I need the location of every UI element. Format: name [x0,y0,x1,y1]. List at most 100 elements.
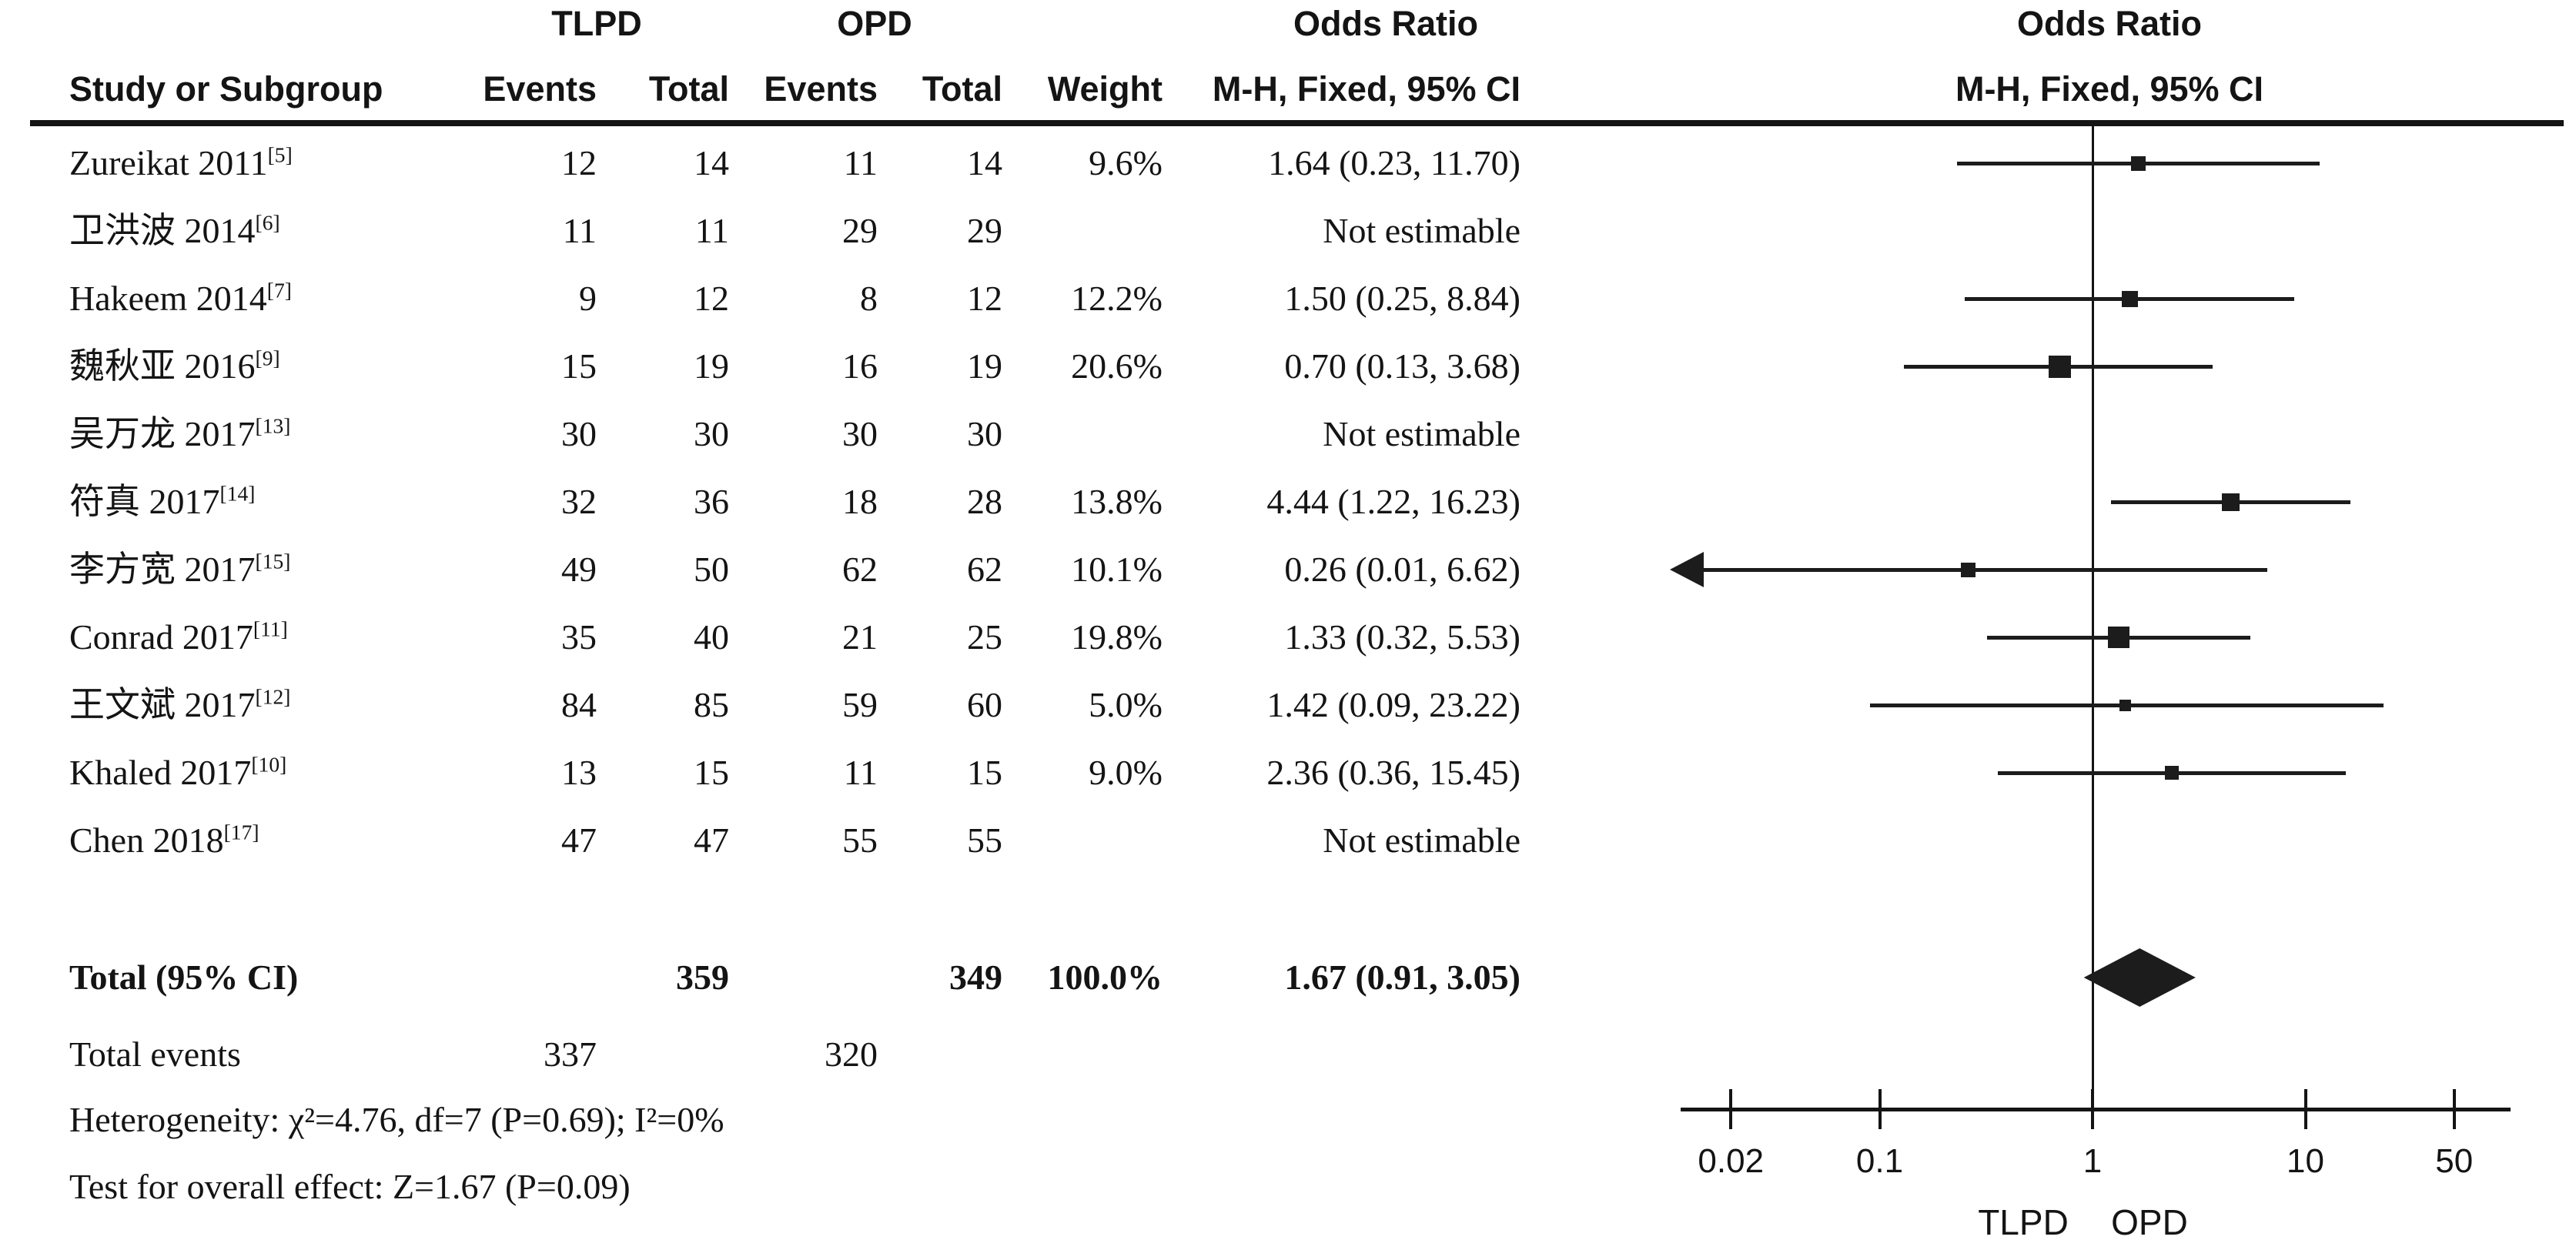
study-label: 李方宽 2017[15] [69,549,291,589]
tlpd-total-cell: 36 [694,482,729,521]
weight-cell: 9.6% [1089,143,1163,182]
column-header-opd-total: Total [922,69,1002,109]
opd-events-cell: 55 [842,821,878,860]
opd-total-cell: 15 [967,753,1002,792]
study-label: 吴万龙 2017[13] [69,413,291,453]
header-divider-line [30,120,2564,126]
total-odds-ratio: 1.67 (0.91, 3.05) [1284,958,1521,997]
opd-total-cell: 28 [967,482,1002,521]
tlpd-total-cell: 85 [694,685,729,724]
opd-events-cell: 11 [843,753,878,792]
odds-ratio-cell: Not estimable [1323,414,1521,453]
axis-group-label-opd: OPD [2111,1202,2188,1242]
total-row-label: Total (95% CI) [69,958,299,997]
x-axis-tick-label: 10 [2287,1142,2324,1180]
total-events-label: Total events [69,1034,241,1074]
tlpd-total-cell: 47 [694,821,729,860]
study-label: Chen 2018[17] [69,820,259,860]
x-axis-tick [2303,1089,2307,1129]
x-axis-tick [1729,1089,1733,1129]
total-events-tlpd: 337 [544,1034,597,1074]
tlpd-total-cell: 15 [694,753,729,792]
odds-ratio-cell: 1.64 (0.23, 11.70) [1268,143,1521,182]
opd-total-cell: 55 [967,821,1002,860]
column-group-odds-ratio-text: Odds Ratio [1293,4,1479,43]
opd-events-cell: 62 [842,550,878,589]
odds-ratio-marker [2221,493,2240,511]
tlpd-events-cell: 47 [561,821,597,860]
study-reference: [5] [267,142,293,167]
total-opd-total: 349 [949,958,1002,997]
confidence-interval-line [1698,567,2267,572]
study-label: 魏秋亚 2016[9] [69,346,280,386]
x-axis-tick [2452,1089,2456,1129]
summary-diamond [2083,948,2196,1007]
total-events-opd: 320 [825,1034,878,1074]
tlpd-total-cell: 40 [694,617,729,657]
x-axis-tick [2091,1089,2094,1129]
odds-ratio-marker [2165,766,2180,780]
opd-total-cell: 60 [967,685,1002,724]
odds-ratio-marker [2122,290,2139,307]
tlpd-events-cell: 30 [561,414,597,453]
weight-cell: 5.0% [1089,685,1163,724]
opd-events-cell: 59 [842,685,878,724]
tlpd-events-cell: 9 [579,279,597,318]
odds-ratio-cell: 1.42 (0.09, 23.22) [1266,685,1521,724]
tlpd-events-cell: 84 [561,685,597,724]
study-reference: [13] [255,413,291,438]
total-tlpd-total: 359 [676,958,729,997]
opd-events-cell: 11 [843,143,878,182]
column-header-study: Study or Subgroup [69,69,383,109]
column-group-opd: OPD [837,4,912,43]
x-axis-tick-label: 0.1 [1855,1142,1904,1180]
odds-ratio-cell: Not estimable [1323,211,1521,250]
odds-ratio-marker [2130,155,2146,171]
opd-events-cell: 29 [842,211,878,250]
column-header-mh-ci-text: M-H, Fixed, 95% CI [1212,69,1521,109]
weight-cell: 9.0% [1089,753,1163,792]
opd-total-cell: 62 [967,550,1002,589]
tlpd-events-cell: 35 [561,617,597,657]
weight-cell: 13.8% [1071,482,1163,521]
study-reference: [9] [255,346,280,370]
plot-x-axis-line [1681,1108,2511,1111]
tlpd-total-cell: 30 [694,414,729,453]
opd-total-cell: 14 [967,143,1002,182]
opd-total-cell: 12 [967,279,1002,318]
tlpd-events-cell: 15 [561,346,597,386]
column-header-tlpd-total: Total [648,69,729,109]
opd-events-cell: 8 [860,279,878,318]
column-header-mh-ci-plot: M-H, Fixed, 95% CI [1955,69,2264,109]
tlpd-total-cell: 14 [694,143,729,182]
tlpd-total-cell: 11 [694,211,729,250]
study-reference: [17] [223,820,259,844]
tlpd-events-cell: 32 [561,482,597,521]
tlpd-events-cell: 12 [561,143,597,182]
odds-ratio-marker [2108,627,2130,648]
opd-total-cell: 19 [967,346,1002,386]
odds-ratio-marker [2119,699,2131,711]
odds-ratio-cell: 1.33 (0.32, 5.53) [1284,617,1521,657]
odds-ratio-cell: 0.26 (0.01, 6.62) [1284,550,1521,589]
weight-cell: 20.6% [1071,346,1163,386]
odds-ratio-cell: 4.44 (1.22, 16.23) [1266,482,1521,521]
weight-cell: 19.8% [1071,617,1163,657]
tlpd-total-cell: 12 [694,279,729,318]
column-header-weight: Weight [1047,69,1163,109]
study-reference: [11] [253,617,288,641]
study-label: Zureikat 2011[5] [69,142,293,182]
opd-total-cell: 25 [967,617,1002,657]
weight-cell: 12.2% [1071,279,1163,318]
study-label: Hakeem 2014[7] [69,278,292,318]
tlpd-total-cell: 19 [694,346,729,386]
odds-ratio-marker [2048,355,2071,378]
odds-ratio-cell: 1.50 (0.25, 8.84) [1284,279,1521,318]
plot-null-line [2092,126,2094,1109]
column-header-tlpd-events: Events [483,69,597,109]
tlpd-total-cell: 50 [694,550,729,589]
study-label: 卫洪波 2014[6] [69,210,280,250]
opd-events-cell: 21 [842,617,878,657]
tlpd-events-cell: 13 [561,753,597,792]
